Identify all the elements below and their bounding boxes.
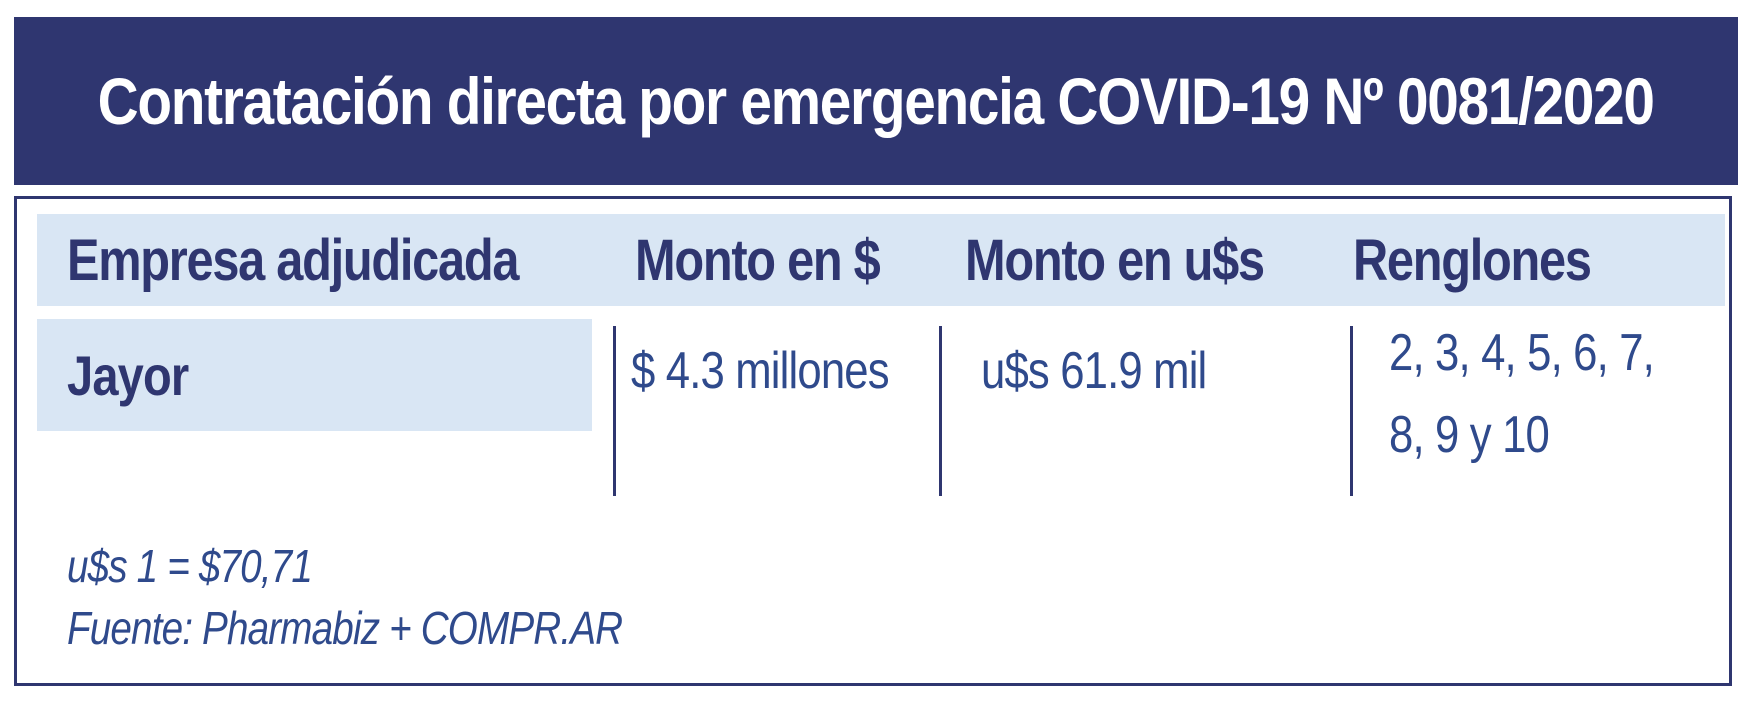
company-cell: Jayor <box>37 319 592 431</box>
lines-value-line2: 8, 9 y 10 <box>1389 406 1550 464</box>
amount-usd-value: u$s 61.9 mil <box>981 342 1207 400</box>
column-divider <box>613 326 616 496</box>
award-table: Empresa adjudicada Monto en $ Monto en u… <box>14 196 1732 686</box>
exchange-rate-note: u$s 1 = $70,71 <box>67 540 313 592</box>
header-lines: Renglones <box>1353 227 1592 293</box>
company-name: Jayor <box>67 343 189 407</box>
source-note: Fuente: Pharmabiz + COMPR.AR <box>67 602 623 654</box>
header-amount-usd: Monto en u$s <box>965 227 1265 293</box>
title-banner: Contratación directa por emergencia COVI… <box>14 17 1738 185</box>
table-header-row: Empresa adjudicada Monto en $ Monto en u… <box>37 214 1725 306</box>
column-divider <box>939 326 942 496</box>
header-company: Empresa adjudicada <box>67 227 519 293</box>
column-divider <box>1350 326 1353 496</box>
page-title: Contratación directa por emergencia COVI… <box>97 64 1655 138</box>
amount-ars-value: $ 4.3 millones <box>631 342 890 400</box>
lines-value-line1: 2, 3, 4, 5, 6, 7, <box>1389 324 1655 382</box>
header-amount-ars: Monto en $ <box>635 227 881 293</box>
